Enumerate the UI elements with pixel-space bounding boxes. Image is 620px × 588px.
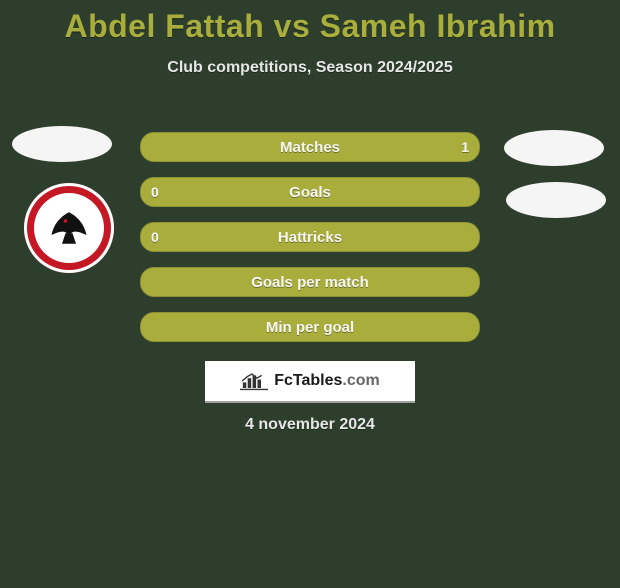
player-photo-right-2 — [506, 182, 606, 218]
player-photo-right-1 — [504, 130, 604, 166]
brand-card: FcTables.com — [205, 361, 415, 403]
stat-left-value — [141, 313, 161, 341]
stat-right-value — [459, 178, 479, 206]
brand-name-text: FcTables — [274, 372, 342, 389]
stat-label: Min per goal — [266, 319, 354, 336]
date-text: 4 november 2024 — [0, 416, 620, 434]
player-photo-left — [12, 126, 112, 162]
eagle-icon — [41, 200, 97, 256]
stat-label: Matches — [280, 139, 340, 156]
stat-right-value — [459, 223, 479, 251]
stat-left-value: 0 — [141, 223, 169, 251]
stat-left-value — [141, 268, 161, 296]
stat-label: Goals per match — [251, 274, 369, 291]
stat-row: 0 Goals — [140, 177, 480, 207]
stat-row: Goals per match — [140, 267, 480, 297]
stat-row: Matches 1 — [140, 132, 480, 162]
page-title: Abdel Fattah vs Sameh Ibrahim — [0, 8, 620, 45]
stat-row: 0 Hattricks — [140, 222, 480, 252]
stat-label: Hattricks — [278, 229, 342, 246]
stat-left-value — [141, 133, 161, 161]
stat-right-value — [459, 268, 479, 296]
stat-row: Min per goal — [140, 312, 480, 342]
brand-tld: .com — [342, 372, 379, 389]
bar-chart-icon — [240, 371, 268, 391]
subtitle: Club competitions, Season 2024/2025 — [0, 59, 620, 77]
brand-name: FcTables.com — [274, 372, 380, 390]
stat-right-value — [459, 313, 479, 341]
stat-left-value: 0 — [141, 178, 169, 206]
club-badge — [24, 183, 114, 273]
stat-label: Goals — [289, 184, 331, 201]
stats-table: Matches 1 0 Goals 0 Hattricks Goals per … — [140, 132, 480, 357]
stat-right-value: 1 — [451, 133, 479, 161]
